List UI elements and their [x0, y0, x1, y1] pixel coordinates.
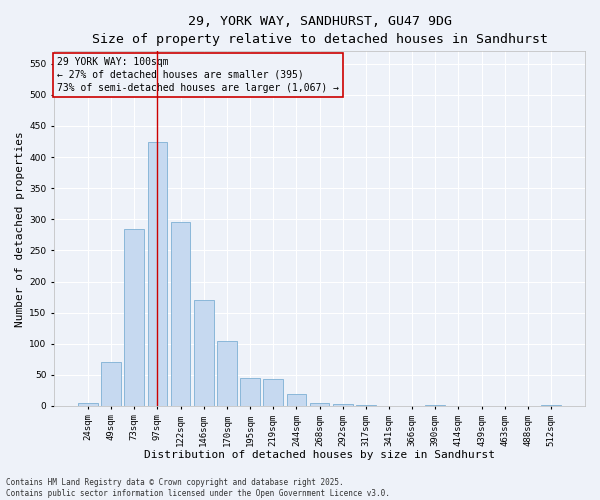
Bar [101, 362, 121, 406]
Bar [124, 228, 144, 406]
Bar [287, 394, 306, 406]
Bar [148, 142, 167, 406]
X-axis label: Distribution of detached houses by size in Sandhurst: Distribution of detached houses by size … [144, 450, 495, 460]
Title: 29, YORK WAY, SANDHURST, GU47 9DG
Size of property relative to detached houses i: 29, YORK WAY, SANDHURST, GU47 9DG Size o… [92, 15, 548, 46]
Bar [263, 379, 283, 406]
Text: Contains HM Land Registry data © Crown copyright and database right 2025.
Contai: Contains HM Land Registry data © Crown c… [6, 478, 390, 498]
Bar [194, 300, 214, 406]
Y-axis label: Number of detached properties: Number of detached properties [15, 131, 25, 326]
Bar [240, 378, 260, 406]
Bar [333, 404, 353, 406]
Bar [171, 222, 190, 406]
Bar [217, 340, 237, 406]
Bar [78, 403, 98, 406]
Text: 29 YORK WAY: 100sqm
← 27% of detached houses are smaller (395)
73% of semi-detac: 29 YORK WAY: 100sqm ← 27% of detached ho… [57, 56, 339, 93]
Bar [310, 403, 329, 406]
